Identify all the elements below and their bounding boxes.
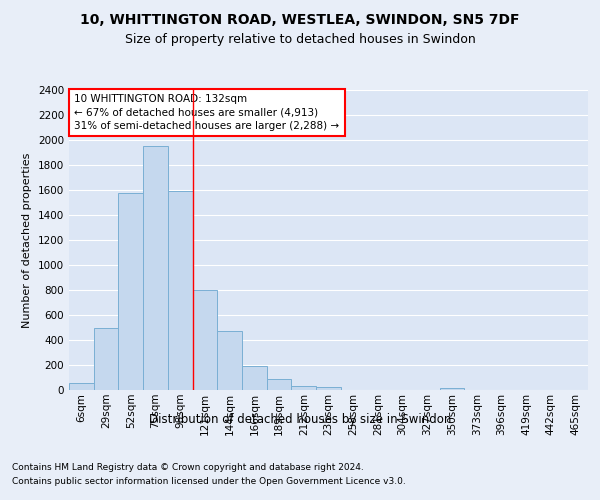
Bar: [118, 192, 143, 390]
Text: Size of property relative to detached houses in Swindon: Size of property relative to detached ho…: [125, 32, 475, 46]
Bar: [143, 146, 168, 390]
Bar: [69, 382, 94, 390]
Bar: [267, 379, 292, 390]
Bar: [168, 191, 193, 390]
Y-axis label: Number of detached properties: Number of detached properties: [22, 152, 32, 328]
Text: Distribution of detached houses by size in Swindon: Distribution of detached houses by size …: [149, 412, 451, 426]
Bar: [316, 387, 341, 390]
Bar: [217, 331, 242, 390]
Bar: [292, 386, 316, 390]
Bar: [242, 366, 267, 390]
Text: 10 WHITTINGTON ROAD: 132sqm
← 67% of detached houses are smaller (4,913)
31% of : 10 WHITTINGTON ROAD: 132sqm ← 67% of det…: [74, 94, 340, 131]
Text: Contains public sector information licensed under the Open Government Licence v3: Contains public sector information licen…: [12, 478, 406, 486]
Bar: [94, 328, 118, 390]
Bar: [440, 388, 464, 390]
Text: Contains HM Land Registry data © Crown copyright and database right 2024.: Contains HM Land Registry data © Crown c…: [12, 462, 364, 471]
Bar: [193, 290, 217, 390]
Text: 10, WHITTINGTON ROAD, WESTLEA, SWINDON, SN5 7DF: 10, WHITTINGTON ROAD, WESTLEA, SWINDON, …: [80, 12, 520, 26]
